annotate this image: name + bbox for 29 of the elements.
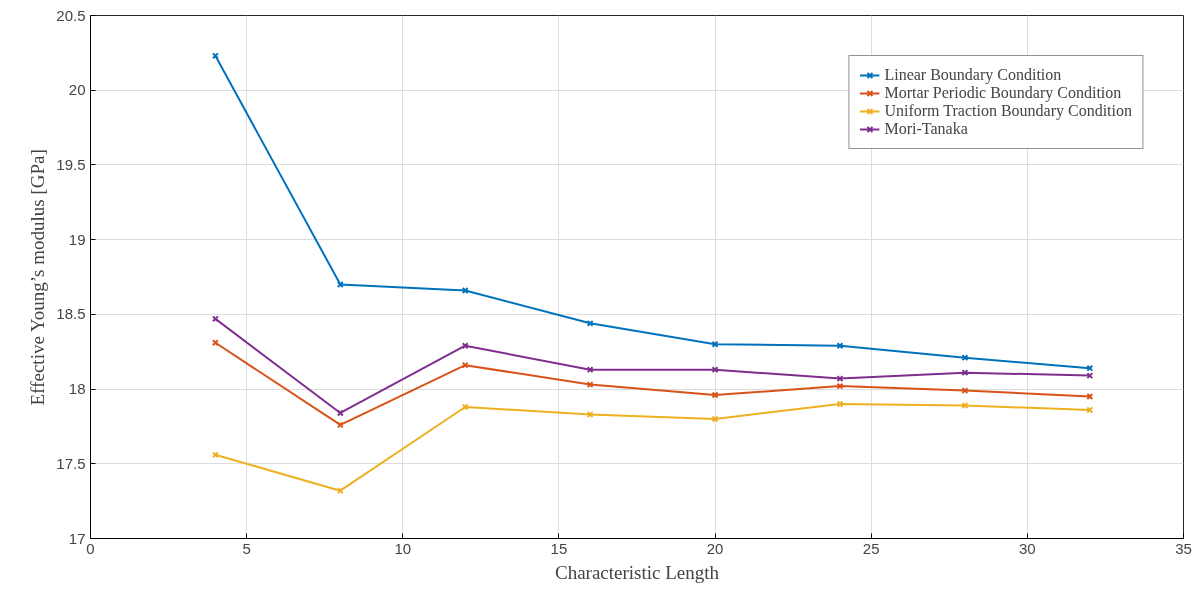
y-tick-label: 18.5 [56, 305, 86, 323]
x-tick-label: 0 [86, 539, 95, 557]
y-tick-label: 19.5 [56, 155, 86, 173]
y-tick-label: 17 [68, 529, 86, 547]
x-tick-label: 30 [1019, 539, 1036, 557]
point [836, 382, 844, 390]
legend-label: Uniform Traction Boundary Condition [884, 102, 1132, 120]
point [336, 421, 344, 429]
point [711, 340, 719, 348]
y-tick-label: 20.5 [56, 6, 86, 24]
legend-label: Mortar Periodic Boundary Condition [884, 84, 1122, 102]
y-axis-title: Effective Young’s modulus [GPa] [27, 149, 49, 406]
y-tick-label: 18 [68, 380, 86, 398]
x-tick-label: 20 [706, 539, 724, 557]
y-tick-label: 17.5 [56, 454, 86, 472]
point [336, 409, 344, 417]
x-tick-label: 10 [394, 539, 412, 557]
y-tick-label: 20 [68, 81, 86, 99]
legend-label: Linear Boundary Condition [884, 66, 1062, 84]
x-tick-label: 35 [1175, 539, 1192, 557]
x-tick-label: 15 [550, 539, 568, 557]
x-axis-title: Characteristic Length [554, 561, 720, 583]
legend-label: Mori-Tanaka [884, 120, 968, 138]
x-tick-label: 25 [862, 539, 880, 557]
x-tick-label: 5 [242, 539, 251, 557]
point [836, 342, 844, 350]
point [461, 361, 469, 369]
y-tick-label: 19 [68, 230, 86, 248]
point [461, 403, 469, 411]
